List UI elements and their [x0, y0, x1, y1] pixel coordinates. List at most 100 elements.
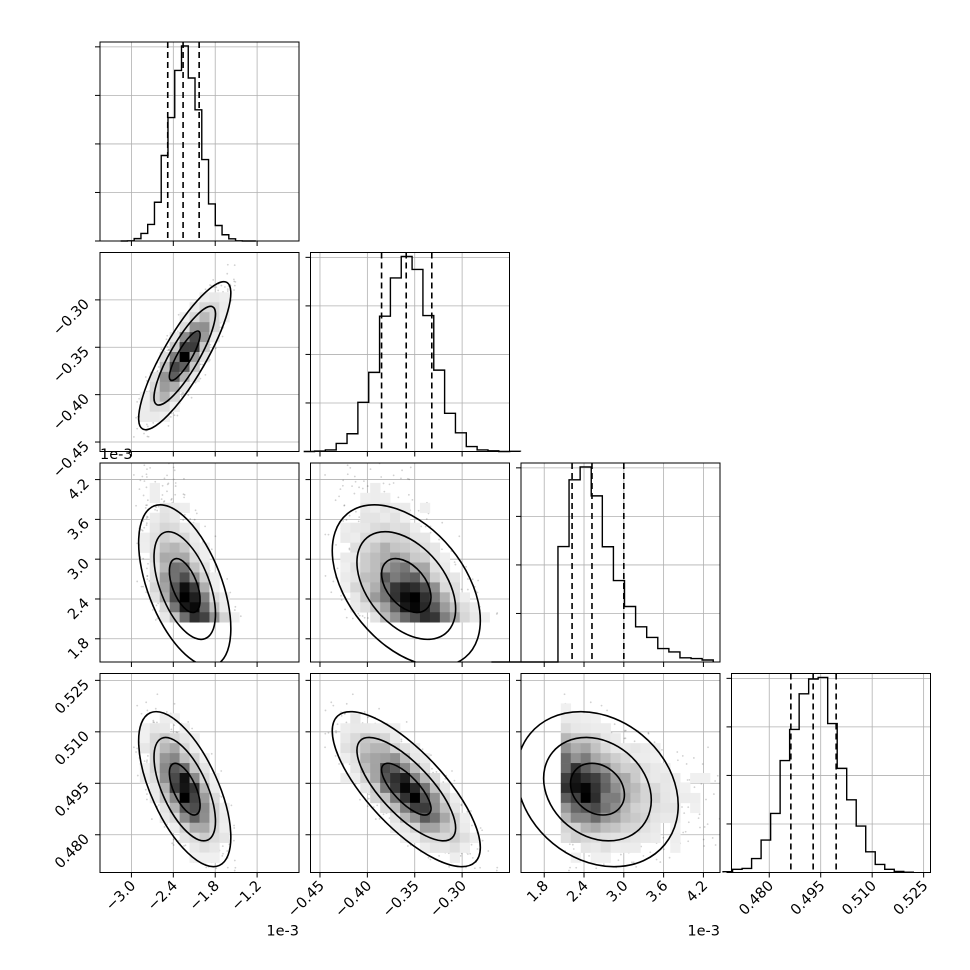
y-tick-label: 0.480 — [52, 831, 93, 872]
sample-point — [169, 416, 172, 418]
sample-point — [430, 754, 432, 757]
density-cell — [370, 492, 381, 504]
density-cell — [429, 782, 441, 794]
sample-point — [226, 866, 229, 869]
sample-point — [145, 798, 148, 801]
sample-point — [224, 286, 226, 288]
sample-point — [324, 746, 326, 749]
sample-point — [376, 804, 379, 807]
density-cell — [640, 743, 651, 754]
sample-point — [344, 712, 346, 715]
sample-point — [358, 516, 361, 519]
sample-point — [168, 348, 170, 351]
density-cell — [199, 542, 210, 553]
sample-point — [150, 818, 153, 820]
density-cell — [390, 582, 401, 593]
scatter-panel — [95, 673, 300, 878]
density-cell — [580, 792, 591, 804]
sample-point — [139, 479, 142, 482]
sample-point — [348, 547, 351, 550]
density-cell — [149, 723, 160, 734]
density-cell — [590, 723, 601, 734]
density-cell — [670, 802, 681, 814]
sample-point — [684, 830, 687, 833]
x-tick-label: −1.8 — [187, 878, 223, 914]
density-cell — [410, 602, 421, 613]
x-tick-label: 2.4 — [564, 878, 592, 906]
density-cell — [189, 592, 200, 603]
sample-point — [234, 866, 237, 869]
scatter-panel — [95, 252, 300, 457]
axes-frame — [99, 673, 300, 873]
sample-point — [427, 856, 430, 859]
sample-point — [157, 366, 160, 368]
density-cell — [159, 542, 170, 553]
density-cell — [390, 612, 401, 623]
density-cell — [610, 733, 621, 744]
density-cell — [370, 552, 381, 563]
contour-line — [356, 736, 457, 842]
density-cell — [670, 773, 681, 784]
sample-point — [701, 763, 704, 765]
sample-point — [191, 727, 194, 730]
sample-point — [470, 810, 472, 812]
sample-point — [135, 751, 137, 753]
density-cell — [159, 522, 170, 533]
sample-point — [239, 615, 242, 618]
histogram-step — [303, 255, 522, 453]
density-cell — [350, 562, 361, 573]
density-cell — [169, 542, 180, 553]
sample-point — [589, 701, 592, 704]
density-cell — [610, 773, 621, 784]
sample-point — [623, 729, 626, 732]
sample-point — [687, 840, 690, 843]
density-cell — [610, 743, 621, 754]
sample-point — [600, 704, 603, 707]
sample-point — [156, 617, 159, 620]
density-cell — [360, 492, 371, 504]
sample-point — [682, 831, 685, 834]
density-cell — [159, 733, 170, 744]
density-cell — [219, 612, 230, 623]
density-cell — [640, 802, 651, 814]
density-cell — [590, 852, 601, 863]
density-cell — [660, 782, 671, 794]
sample-point — [348, 514, 351, 517]
sample-point — [590, 875, 592, 877]
sample-point — [613, 723, 616, 726]
sample-point — [438, 538, 441, 541]
density-cell — [159, 812, 170, 824]
density-cell — [360, 532, 371, 543]
sample-point — [180, 395, 183, 397]
density-cell — [380, 532, 391, 543]
density-cell — [650, 812, 661, 824]
axes-frame — [520, 673, 721, 873]
sample-point — [367, 797, 370, 800]
sample-point — [453, 561, 456, 564]
density-cell — [340, 582, 351, 593]
sample-point — [357, 520, 360, 523]
sample-point — [338, 495, 340, 498]
sample-point — [141, 475, 144, 478]
sample-point — [182, 493, 185, 496]
density-cell — [419, 582, 431, 593]
density-cell — [159, 612, 170, 623]
density-cell — [179, 612, 190, 623]
x-tick-label: −0.40 — [332, 878, 375, 921]
contour-line — [153, 305, 217, 406]
sample-point — [707, 746, 709, 749]
sample-point — [649, 851, 652, 854]
sample-point — [368, 793, 370, 796]
sample-point — [487, 850, 490, 852]
density-cell — [610, 753, 621, 764]
density-cell — [630, 832, 641, 843]
density-cell — [580, 733, 591, 744]
sample-point — [342, 520, 345, 522]
density-cell — [570, 812, 581, 824]
density-cell — [189, 842, 200, 853]
sample-point — [349, 466, 352, 469]
density-layer — [132, 463, 242, 662]
sample-point — [693, 786, 696, 789]
density-cell — [590, 842, 601, 853]
